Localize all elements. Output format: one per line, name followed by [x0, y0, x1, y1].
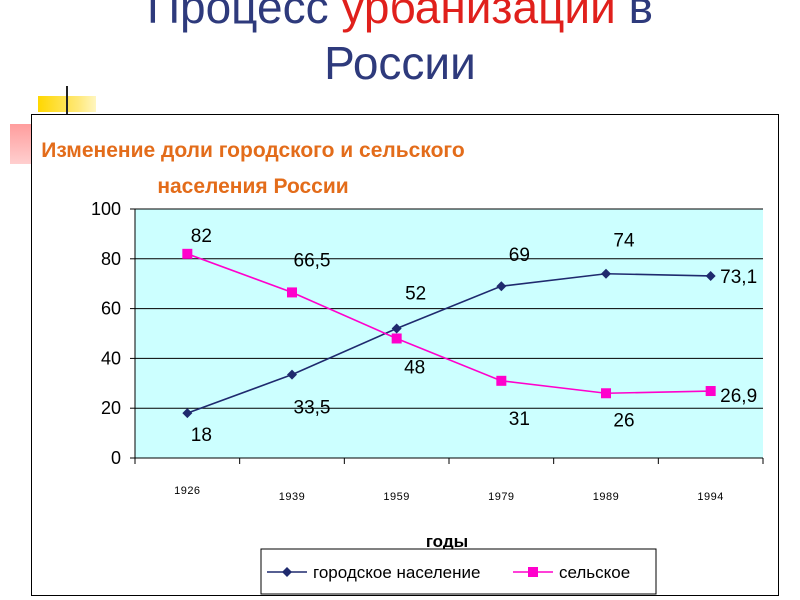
decorative-vertical-line: [66, 86, 68, 116]
y-axis-ticks: 0 20 40 60 80 100: [91, 199, 135, 468]
gridlines: [135, 208, 763, 409]
data-label-rural: 48: [404, 357, 425, 378]
data-point-rural: [496, 375, 507, 386]
data-point-urban: [182, 408, 193, 419]
data-point-rural: [182, 248, 193, 259]
data-point-urban: [705, 270, 716, 281]
y-tick-label: 40: [101, 348, 121, 368]
y-tick-label: 60: [101, 299, 121, 319]
legend-urban-marker: [282, 567, 292, 577]
data-point-rural: [705, 386, 716, 397]
title-part-3: в: [628, 0, 654, 33]
line-chart: Изменение доли городского и сельского на…: [41, 139, 764, 595]
y-tick-label: 100: [91, 199, 121, 219]
data-label-urban: 52: [405, 284, 426, 305]
series-line-rural: [187, 253, 711, 395]
y-tick-label: 80: [101, 249, 121, 269]
data-label-rural: 66,5: [294, 250, 331, 271]
data-label-urban: 18: [191, 425, 212, 446]
x-axis-title: годы: [426, 532, 468, 551]
x-tick-label: 1989: [593, 491, 619, 503]
data-point-urban: [496, 281, 507, 292]
series-layer: 18 33,5 52 69 74 73,1 82 66,5 48 31 26 26,9: [182, 226, 757, 446]
x-tick-label: 1939: [279, 491, 305, 503]
y-tick-label: 0: [111, 448, 121, 468]
data-label-urban: 69: [509, 245, 530, 266]
chart-title-line-1: Изменение доли городского и сельского: [41, 139, 464, 162]
legend-rural-label: сельское: [559, 563, 630, 582]
title-part-2: урбанизации: [341, 0, 616, 33]
x-tick-label: 1926: [174, 485, 200, 497]
data-point-urban: [391, 323, 402, 334]
legend-urban-label: городское население: [313, 563, 480, 582]
chart-title-line-2: населения России: [157, 175, 348, 198]
data-point-rural: [287, 287, 297, 298]
legend: городское население сельское: [260, 548, 657, 595]
data-point-rural: [601, 388, 611, 399]
x-axis: 1926 1939 1959 1979 1989 1994: [134, 209, 764, 503]
slide-title: Процесс урбанизации в: [0, 0, 800, 36]
data-point-urban: [601, 268, 611, 279]
data-label-urban: 73,1: [720, 267, 757, 288]
x-tick-label: 1979: [488, 491, 514, 503]
plot-area: [135, 209, 763, 458]
data-label-urban: 74: [613, 231, 635, 252]
chart-frame: Изменение доли городского и сельского на…: [31, 114, 779, 596]
legend-rural-marker: [528, 567, 538, 577]
data-label-rural: 31: [509, 409, 530, 430]
data-label-rural: 82: [191, 226, 212, 247]
legend-box: [260, 548, 657, 595]
slide-title-line-2: России: [324, 37, 476, 89]
x-tick-label: 1959: [383, 491, 409, 503]
data-point-rural: [391, 333, 402, 344]
data-label-rural: 26: [613, 410, 634, 431]
title-part-1: Процесс: [146, 0, 329, 33]
data-point-urban: [287, 369, 297, 380]
series-line-urban: [187, 272, 711, 414]
data-label-rural: 26,9: [720, 386, 757, 407]
y-tick-label: 20: [101, 398, 121, 418]
x-tick-label: 1994: [697, 491, 723, 503]
data-label-urban: 33,5: [294, 398, 331, 419]
